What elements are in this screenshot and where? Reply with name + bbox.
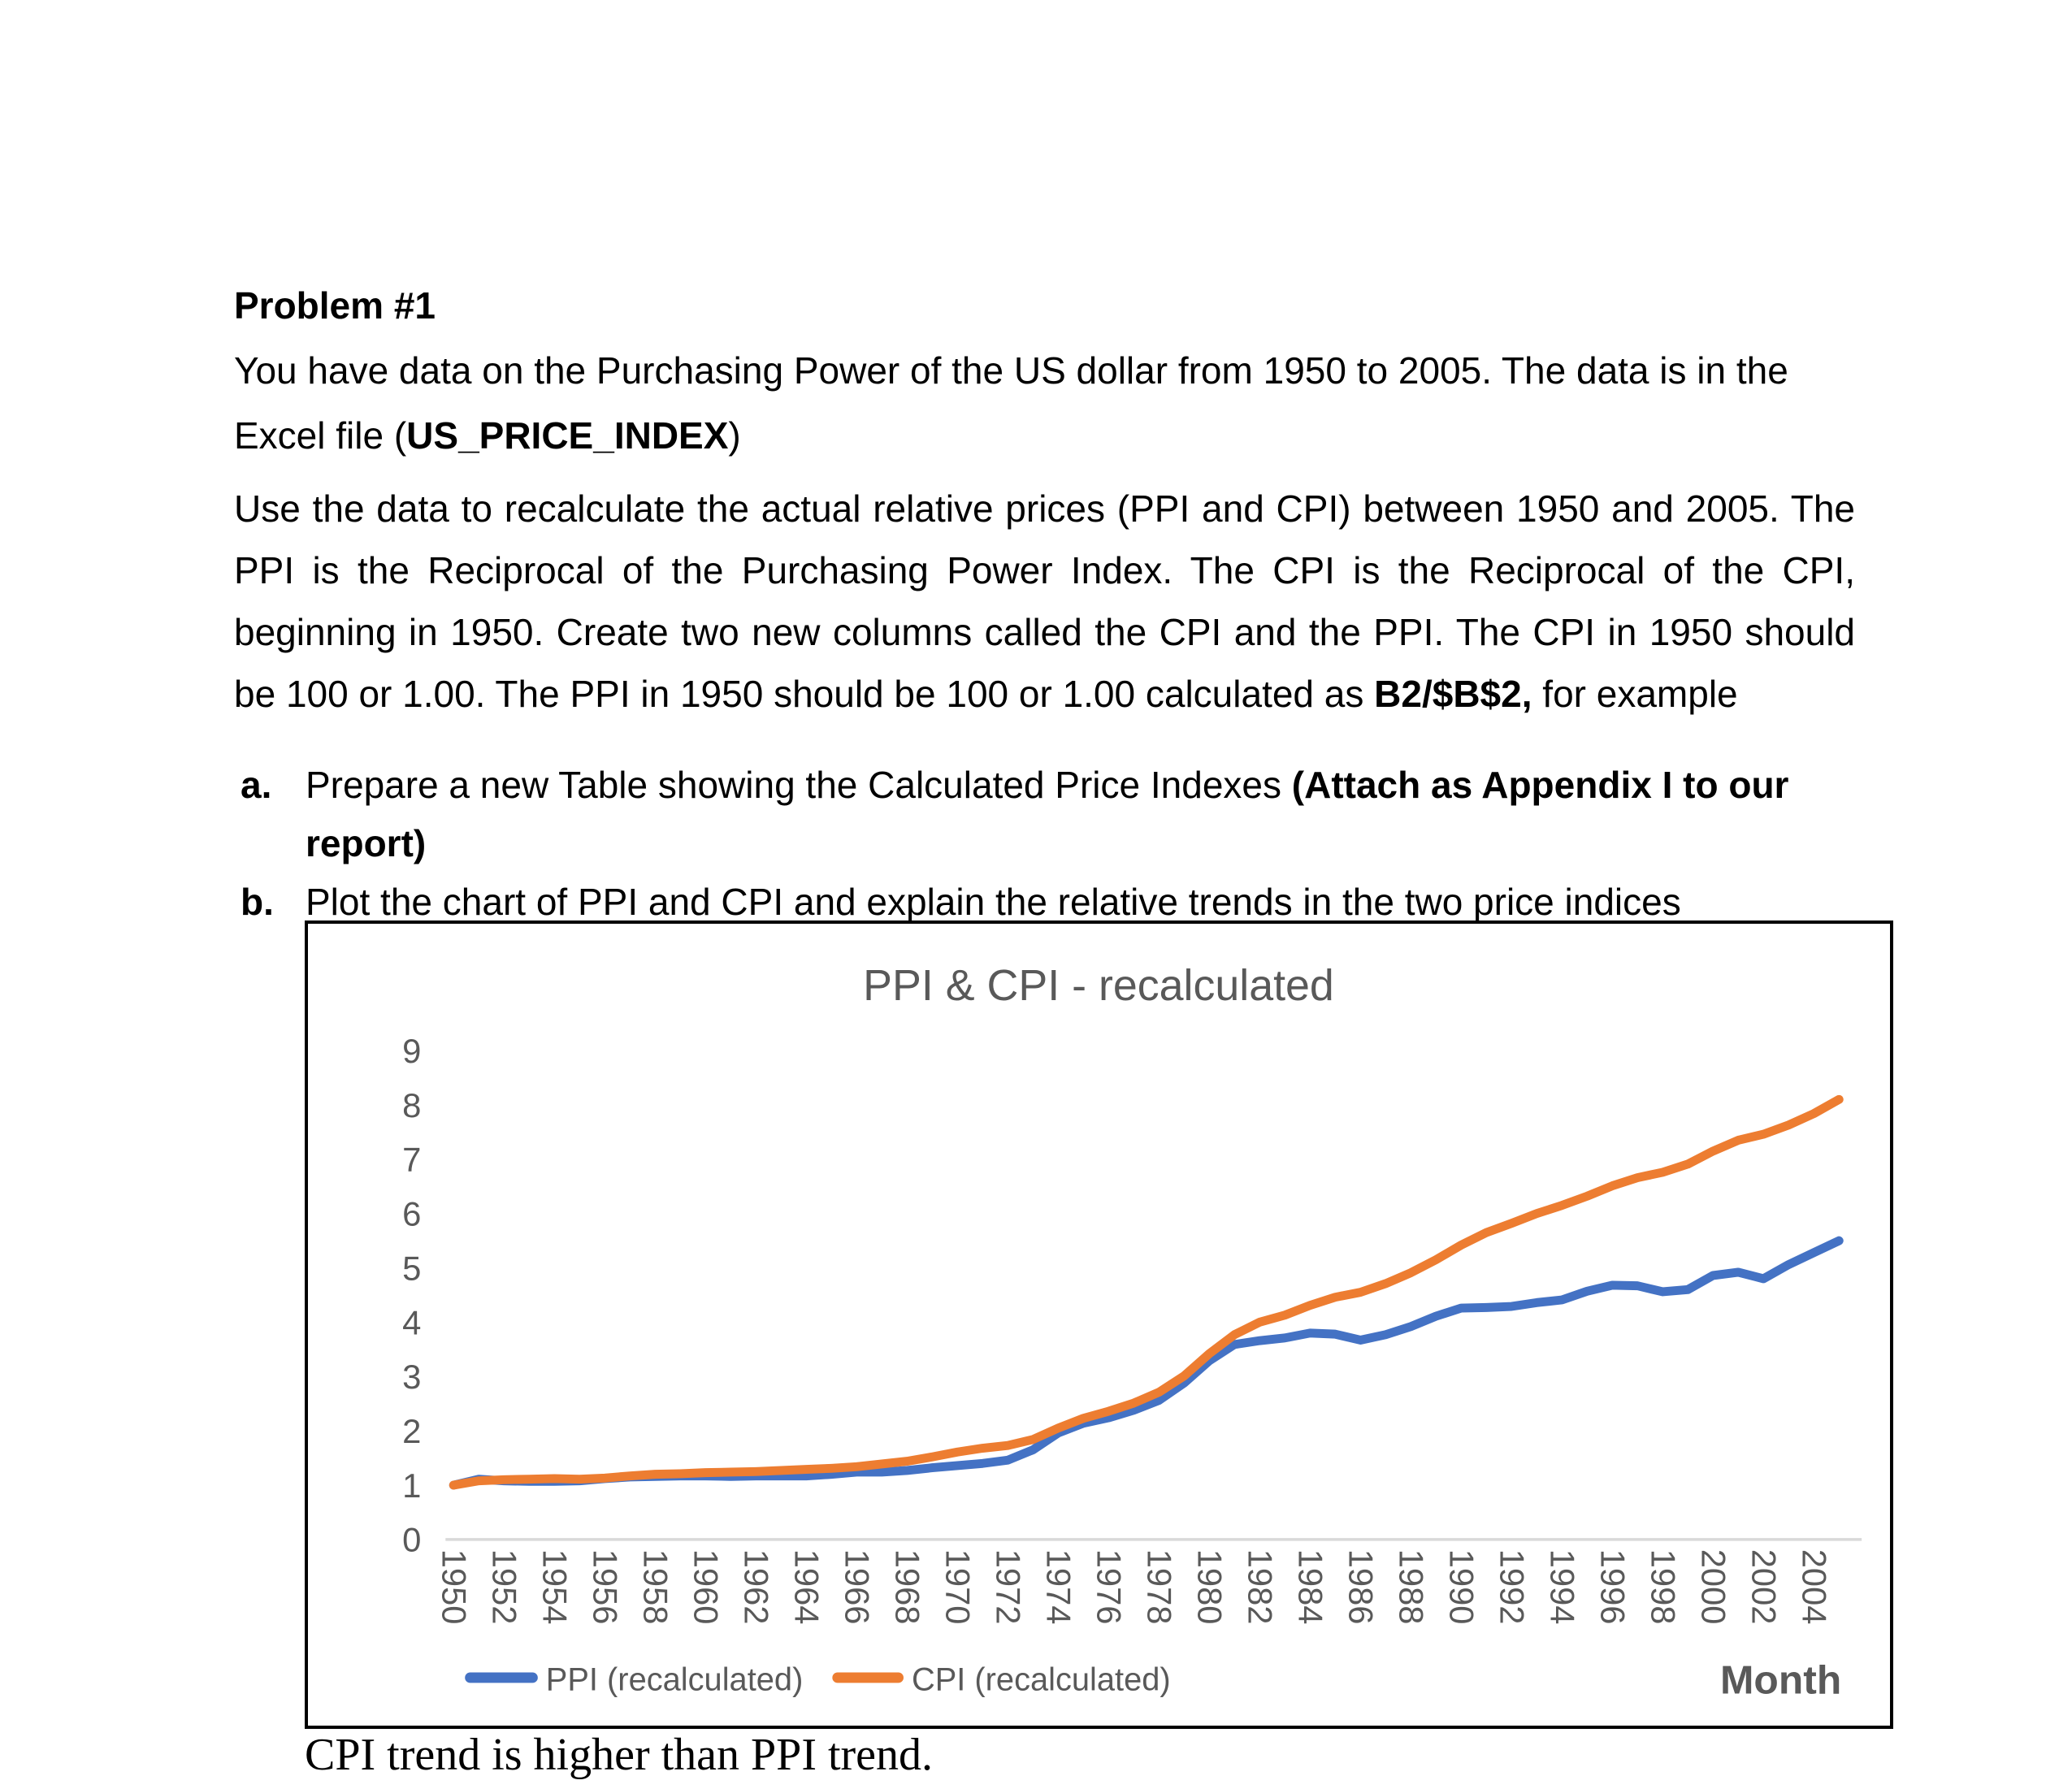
task-item-b: b. Plot the chart of PPI and CPI and expl… xyxy=(234,873,1863,931)
x-axis-labels: 1950 1952 1954 1956 1958 1960 1962 1964 1966 1968… xyxy=(435,1549,1833,1625)
instructions-text-end: for example xyxy=(1532,673,1738,715)
y-tick-label: 3 xyxy=(402,1358,421,1396)
excel-file-name: US_PRICE_INDEX xyxy=(406,414,729,457)
y-tick-label: 7 xyxy=(402,1141,421,1179)
x-tick-label: 1996 xyxy=(1593,1549,1632,1625)
x-tick-label: 1950 xyxy=(435,1549,473,1625)
legend-swatch-cpi xyxy=(832,1672,904,1683)
task-text-a: Prepare a new Table showing the Calculat… xyxy=(306,764,1292,806)
x-tick-label: 1990 xyxy=(1442,1549,1480,1625)
task-text-b: Plot the chart of PPI and CPI and explai… xyxy=(306,881,1681,923)
y-tick-label: 2 xyxy=(402,1412,421,1450)
intro-text-close: ) xyxy=(728,414,741,457)
x-tick-label: 1952 xyxy=(485,1549,523,1625)
formula-text: B2/$B$2, xyxy=(1374,673,1532,715)
y-axis-labels: 0 1 2 3 4 5 6 7 8 9 xyxy=(402,1032,421,1559)
problem-heading: Problem #1 xyxy=(234,284,436,327)
x-tick-label: 1970 xyxy=(938,1549,977,1625)
x-tick-label: 1992 xyxy=(1493,1549,1531,1625)
x-tick-label: 1984 xyxy=(1291,1549,1329,1625)
x-tick-label: 1962 xyxy=(737,1549,775,1625)
x-tick-label: 1958 xyxy=(636,1549,674,1625)
intro-text: You have data on the Purchasing Power of… xyxy=(234,349,1788,457)
cpi-line xyxy=(449,1094,1844,1490)
intro-paragraph: You have data on the Purchasing Power of… xyxy=(234,338,1855,468)
x-tick-label: 1982 xyxy=(1241,1549,1279,1625)
legend-label-cpi: CPI (recalculated) xyxy=(912,1661,1171,1697)
x-tick-label: 1988 xyxy=(1392,1549,1430,1625)
task-item-a: a. Prepare a new Table showing the Calcul… xyxy=(234,756,1863,873)
y-tick-label: 0 xyxy=(402,1521,421,1559)
x-tick-label: 1956 xyxy=(586,1549,624,1625)
x-tick-label: 1998 xyxy=(1644,1549,1682,1625)
x-axis-title: Month xyxy=(1720,1657,1841,1702)
task-marker-b: b. xyxy=(241,881,274,923)
x-tick-label: 1976 xyxy=(1090,1549,1128,1625)
chart-legend: PPI (recalculated) CPI (recalculated) xyxy=(465,1661,1171,1697)
x-tick-label: 1974 xyxy=(1039,1549,1077,1625)
x-tick-label: 2000 xyxy=(1694,1549,1732,1625)
y-tick-label: 6 xyxy=(402,1195,421,1233)
x-tick-label: 2002 xyxy=(1745,1549,1783,1625)
x-tick-label: 1966 xyxy=(838,1549,876,1625)
ppi-line xyxy=(449,1236,1844,1490)
instructions-text: Use the data to recalculate the actual r… xyxy=(234,487,1855,715)
y-tick-label: 1 xyxy=(402,1466,421,1505)
x-tick-label: 1968 xyxy=(888,1549,926,1625)
chart-frame: PPI & CPI - recalculated 0 1 2 3 4 5 6 7 8 9 1950… xyxy=(305,920,1893,1729)
x-tick-label: 1960 xyxy=(687,1549,725,1625)
x-tick-label: 1978 xyxy=(1140,1549,1178,1625)
x-tick-label: 2004 xyxy=(1795,1549,1833,1625)
task-marker-a: a. xyxy=(241,764,272,806)
y-tick-label: 8 xyxy=(402,1086,421,1124)
x-tick-label: 1994 xyxy=(1543,1549,1581,1625)
y-tick-label: 4 xyxy=(402,1303,421,1341)
x-tick-label: 1972 xyxy=(989,1549,1027,1625)
x-tick-label: 1986 xyxy=(1342,1549,1380,1625)
y-tick-label: 9 xyxy=(402,1032,421,1070)
figure-caption: CPI trend is higher than PPI trend. xyxy=(305,1730,934,1780)
legend-label-ppi: PPI (recalculated) xyxy=(546,1661,804,1697)
series-lines xyxy=(449,1094,1844,1490)
chart-svg: PPI & CPI - recalculated 0 1 2 3 4 5 6 7 8 9 1950… xyxy=(402,961,1862,1702)
chart-title: PPI & CPI - recalculated xyxy=(863,961,1334,1010)
legend-swatch-ppi xyxy=(465,1672,538,1683)
instructions-paragraph: Use the data to recalculate the actual r… xyxy=(234,478,1855,725)
x-tick-label: 1964 xyxy=(787,1549,826,1625)
x-tick-label: 1954 xyxy=(535,1549,574,1625)
task-list: a. Prepare a new Table showing the Calcul… xyxy=(234,756,1863,931)
x-tick-label: 1980 xyxy=(1190,1549,1229,1625)
task-bold-a: (Attach as Appendix I to our report) xyxy=(306,764,1789,864)
y-tick-label: 5 xyxy=(402,1250,421,1288)
